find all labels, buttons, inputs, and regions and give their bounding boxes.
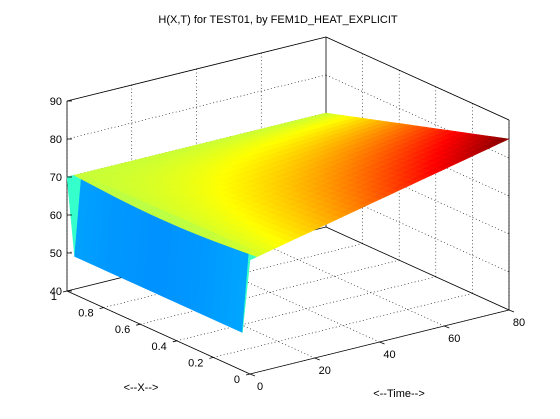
tick-labels: 0 0.2 0.4 0.6 0.8 1 0 20 40 60 80 40 50 60 70 80 90 <box>50 96 525 393</box>
time-axis-label: <--Time--> <box>373 388 425 400</box>
grid-line <box>176 276 436 342</box>
time-tick-label: 60 <box>448 333 460 345</box>
time-tick-mark <box>249 373 256 377</box>
surface-patch <box>242 253 258 333</box>
x-tick-mark <box>245 373 251 376</box>
x-tick-label: 0.8 <box>78 308 93 320</box>
z-tick-label: 50 <box>50 248 62 260</box>
z-tick-label: 90 <box>50 96 62 108</box>
grid-line <box>140 259 400 325</box>
surface-mesh <box>66 112 510 333</box>
time-tick-mark <box>444 325 450 329</box>
x-tick-label: 0.2 <box>188 357 203 369</box>
z-tick-label: 70 <box>50 172 62 184</box>
time-tick-label: 0 <box>257 381 263 393</box>
x-tick-mark <box>209 357 214 359</box>
box-edge <box>66 36 327 102</box>
x-tick-mark <box>99 307 104 309</box>
z-tick-label: 80 <box>50 134 62 146</box>
x-tick-label: 0.6 <box>115 324 130 336</box>
time-tick-label: 20 <box>319 365 331 377</box>
time-tick-mark <box>314 357 320 361</box>
x-axis-line <box>66 290 251 375</box>
x-tick-label: 1 <box>51 291 57 303</box>
x-axis-label: <--X--> <box>124 382 159 394</box>
x-tick-mark <box>62 290 68 293</box>
grid-line <box>213 293 473 358</box>
chart-title: H(X,T) for TEST01, by FEM1D_HEAT_EXPLICI… <box>158 14 397 26</box>
time-tick-label: 80 <box>513 317 525 329</box>
grid-line <box>66 74 327 140</box>
time-tick-label: 40 <box>383 349 395 361</box>
grid-line <box>261 242 445 327</box>
z-tick-label: 40 <box>50 286 62 298</box>
x-tick-mark <box>172 340 177 343</box>
x-tick-label: 0.4 <box>152 341 167 353</box>
x-tick-label: 0 <box>234 374 240 386</box>
box-edge <box>325 226 510 311</box>
time-tick-mark <box>379 341 385 345</box>
z-tick-label: 60 <box>50 210 62 222</box>
box-edge <box>325 36 510 121</box>
front-axes-edges <box>66 290 510 375</box>
x-tick-mark <box>136 323 141 326</box>
time-tick-mark <box>508 309 515 313</box>
